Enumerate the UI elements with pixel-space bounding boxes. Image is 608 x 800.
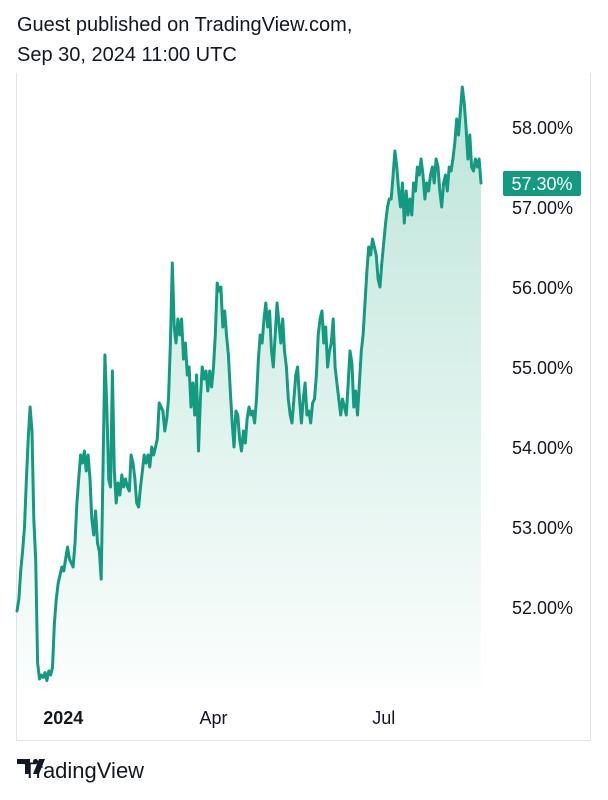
- y-axis: 58.00% 57.00% 56.00% 55.00% 54.00% 53.00% 52.0…: [512, 118, 573, 618]
- line-layer: [15, 85, 483, 683]
- brand-footer[interactable]: TradingView: [17, 756, 144, 786]
- y-tick-label: 55.00%: [512, 358, 573, 378]
- last-value-badge: [503, 171, 581, 196]
- series-area: [17, 87, 481, 688]
- chart-canvas[interactable]: 58.00% 57.00% 56.00% 55.00% 54.00% 53.00% 52.0…: [0, 0, 608, 745]
- y-tick-label: 57.00%: [512, 198, 573, 218]
- y-tick-label: 56.00%: [512, 278, 573, 298]
- last-value-layer: 57.30%: [503, 171, 581, 196]
- y-tick-label: 54.00%: [512, 438, 573, 458]
- tradingview-logo-icon: [17, 758, 45, 774]
- publish-date: Sep 30, 2024 11:00 UTC: [17, 44, 237, 66]
- x-tick-label: 2024: [43, 708, 83, 728]
- y-tick-label: 58.00%: [512, 118, 573, 138]
- publish-line: Guest published on TradingView.com,: [17, 14, 353, 36]
- series-line[interactable]: [15, 85, 483, 683]
- chart-frame: [16, 73, 591, 741]
- y-tick-label: 52.00%: [512, 598, 573, 618]
- x-axis: 2024 Apr Jul: [43, 708, 395, 728]
- x-tick-label: Apr: [199, 708, 227, 728]
- last-value-label: 57.30%: [511, 174, 572, 194]
- area-layer: [17, 87, 481, 688]
- publish-header: Guest published on TradingView.com, Sep …: [17, 10, 352, 70]
- x-tick-label: Jul: [372, 708, 395, 728]
- y-tick-label: 53.00%: [512, 518, 573, 538]
